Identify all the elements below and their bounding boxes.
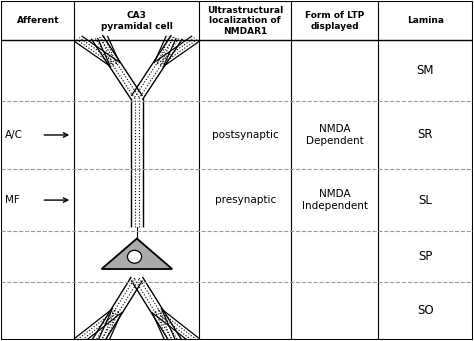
Text: SM: SM [417, 64, 434, 77]
Text: Afferent: Afferent [17, 16, 59, 25]
Text: Lamina: Lamina [407, 16, 444, 25]
Polygon shape [101, 239, 172, 269]
Text: CA3
pyramidal cell: CA3 pyramidal cell [101, 11, 173, 31]
Text: postsynaptic: postsynaptic [212, 130, 279, 140]
Text: SR: SR [418, 129, 433, 142]
Text: Form of LTP
displayed: Form of LTP displayed [305, 11, 365, 31]
Text: SP: SP [418, 250, 433, 263]
Text: NMDA
Dependent: NMDA Dependent [306, 124, 364, 146]
Ellipse shape [128, 250, 142, 263]
Text: Ultrastructural
localization of
NMDAR1: Ultrastructural localization of NMDAR1 [207, 6, 283, 36]
Text: SO: SO [417, 305, 434, 317]
Text: SL: SL [419, 194, 432, 207]
Text: A/C: A/C [5, 130, 23, 140]
Text: MF: MF [5, 195, 20, 205]
Text: NMDA
Independent: NMDA Independent [302, 189, 368, 211]
Text: presynaptic: presynaptic [215, 195, 276, 205]
